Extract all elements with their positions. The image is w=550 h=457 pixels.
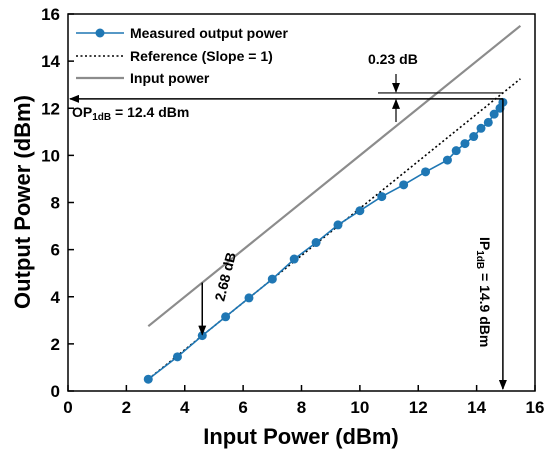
y-tick-label: 0	[51, 382, 60, 401]
data-point	[377, 192, 387, 202]
data-point	[469, 132, 479, 142]
y-tick-label: 4	[51, 288, 61, 307]
legend-reference-label: Reference (Slope = 1)	[130, 48, 273, 64]
series-line-0	[147, 102, 504, 380]
data-point	[333, 220, 343, 230]
series-line-2	[147, 24, 522, 328]
series-lines	[147, 24, 522, 380]
x-tick-label: 10	[350, 398, 369, 417]
legend-input-label: Input power	[130, 70, 210, 86]
compression-label: 0.23 dB	[368, 51, 418, 67]
y-tick-label: 14	[41, 52, 60, 71]
legend-measured-marker	[95, 28, 105, 38]
series-markers	[143, 97, 508, 384]
op1db-label: OP1dB = 12.4 dBm	[72, 104, 189, 123]
y-tick-label: 6	[51, 241, 60, 260]
data-point	[460, 139, 470, 149]
data-point	[289, 254, 299, 264]
data-point	[172, 352, 182, 362]
x-tick-label: 14	[467, 398, 486, 417]
y-tick-label: 2	[51, 335, 60, 354]
x-tick-label: 0	[63, 398, 72, 417]
x-tick-label: 2	[122, 398, 131, 417]
legend: Measured output power Reference (Slope =…	[76, 25, 288, 86]
x-tick-label: 4	[180, 398, 190, 417]
data-point	[483, 117, 493, 127]
data-point	[421, 167, 431, 177]
data-point	[143, 374, 153, 384]
data-point	[221, 312, 231, 322]
x-tick-label: 12	[409, 398, 428, 417]
data-point	[489, 109, 499, 119]
data-point	[442, 155, 452, 165]
x-axis-title: Input Power (dBm)	[203, 424, 399, 449]
x-tick-label: 8	[297, 398, 306, 417]
y-tick-label: 12	[41, 99, 60, 118]
annotations	[69, 74, 507, 390]
data-point	[355, 206, 365, 216]
y-tick-label: 10	[41, 146, 60, 165]
data-point	[451, 146, 461, 156]
data-point	[476, 123, 486, 133]
gap-label: 2.68 dB	[211, 251, 239, 303]
data-point	[311, 238, 321, 248]
y-axis-title: Output Power (dBm)	[10, 95, 35, 309]
legend-measured-label: Measured output power	[130, 25, 288, 41]
y-tick-label: 16	[41, 5, 60, 24]
data-point	[267, 274, 277, 284]
data-point	[399, 180, 409, 190]
ip1db-label: IP1dB = 14.9 dBm	[474, 237, 493, 347]
data-point	[244, 293, 254, 303]
series-line-1	[147, 78, 521, 380]
y-tick-label: 8	[51, 194, 60, 213]
axis-ticks: 0 2 4 6 8 10 12 14 16 0 2 4 6 8 10 12 14 16	[41, 5, 544, 417]
x-tick-label: 6	[238, 398, 247, 417]
x-tick-label: 16	[526, 398, 545, 417]
